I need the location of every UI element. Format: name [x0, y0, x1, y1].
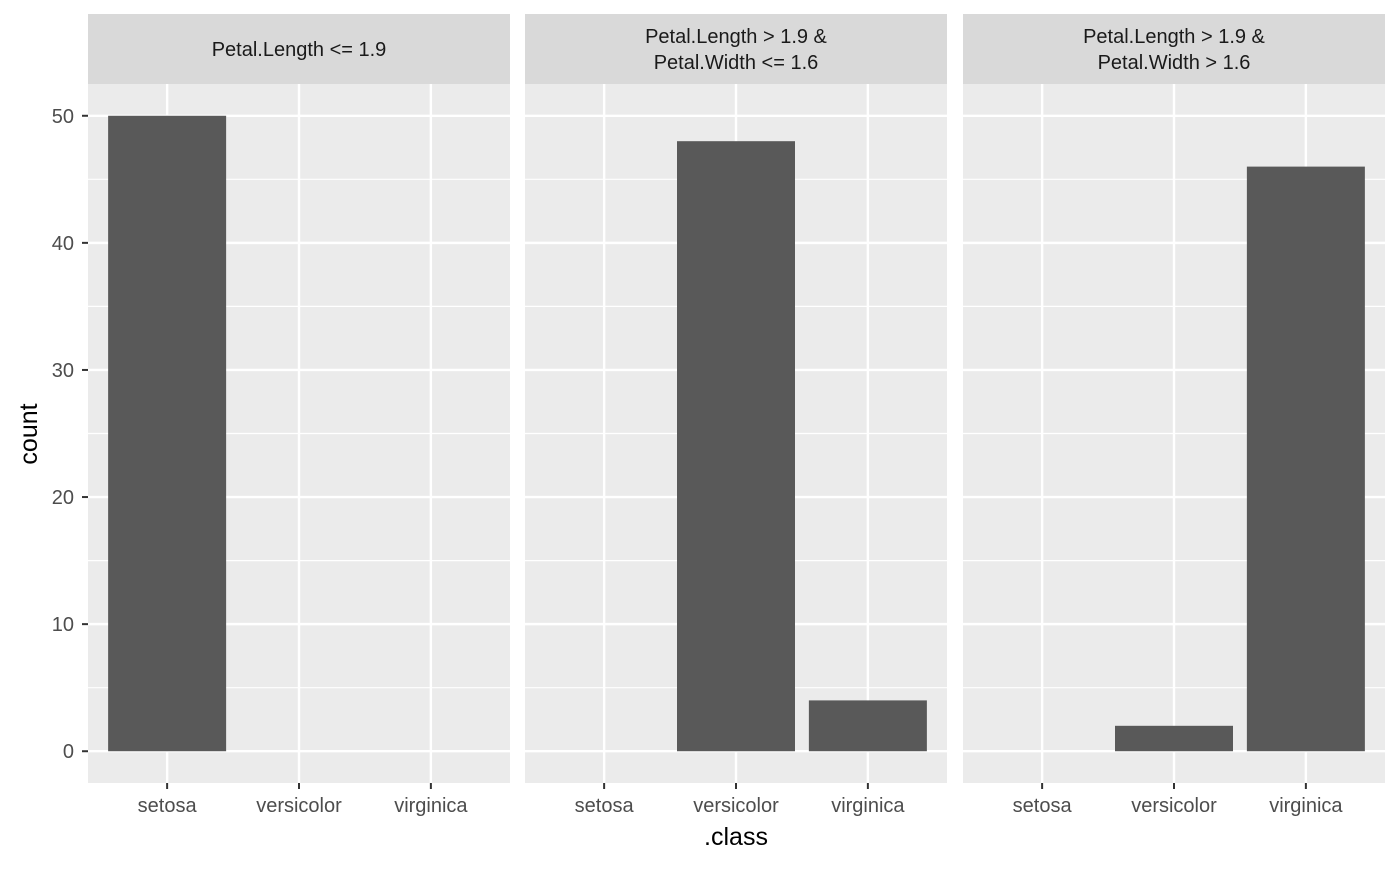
bar-setosa [108, 115, 227, 752]
facet-strip-label: Petal.Length > 1.9 & [645, 26, 827, 48]
y-tick-label: 10 [52, 614, 74, 636]
facet-strip-label: Petal.Length <= 1.9 [212, 39, 387, 61]
facet-panel-3: Petal.Length > 1.9 & Petal.Width > 1.6 set… [963, 14, 1385, 817]
bar-virginica [808, 700, 927, 752]
facet-strip-label: Petal.Length > 1.9 & [1083, 26, 1265, 48]
x-tick-label: setosa [138, 795, 198, 817]
x-tick-label: versicolor [693, 795, 779, 817]
bar-virginica [1246, 166, 1365, 752]
bar-versicolor [1115, 725, 1233, 752]
x-tick-label: setosa [575, 795, 635, 817]
y-tick-label: 0 [63, 741, 74, 763]
facet-strip-label: Petal.Width > 1.6 [1098, 52, 1251, 74]
y-axis-title: count [15, 403, 43, 464]
x-tick-label: virginica [831, 795, 905, 817]
x-tick-label: setosa [1013, 795, 1073, 817]
y-tick-label: 20 [52, 487, 74, 509]
x-tick-label: virginica [394, 795, 468, 817]
bar-versicolor [677, 141, 795, 752]
facet-strip [963, 14, 1385, 84]
facet-strip [525, 14, 947, 84]
facet-panel-2: Petal.Length > 1.9 & Petal.Width <= 1.6 se… [525, 14, 947, 817]
y-tick-label: 40 [52, 233, 74, 255]
x-tick-label: virginica [1269, 795, 1343, 817]
x-axis-title: .class [704, 823, 768, 851]
x-tick-label: versicolor [1131, 795, 1217, 817]
y-tick-label: 30 [52, 360, 74, 382]
y-axis: 0 10 20 30 40 50 [52, 106, 88, 763]
facet-panel-1: Petal.Length <= 1.9 setosa versicolor virgi… [88, 14, 510, 817]
x-tick-label: versicolor [256, 795, 342, 817]
facet-strip [88, 14, 510, 84]
y-tick-label: 50 [52, 106, 74, 128]
facet-strip-label: Petal.Width <= 1.6 [654, 52, 819, 74]
